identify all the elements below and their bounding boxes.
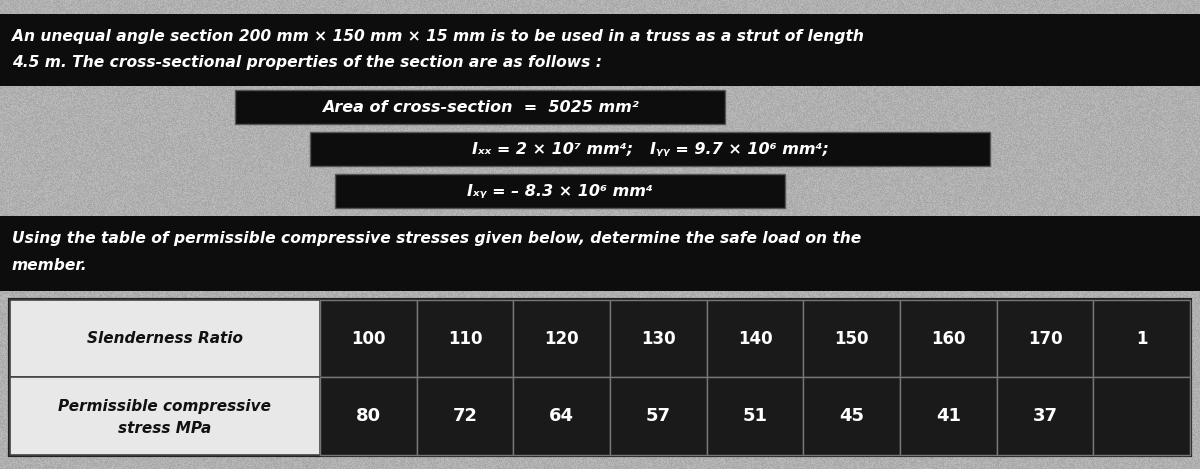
Text: 130: 130 <box>641 330 676 348</box>
Text: 64: 64 <box>550 407 574 425</box>
Text: 120: 120 <box>545 330 578 348</box>
Bar <box>335 174 785 208</box>
Text: member.: member. <box>12 258 88 273</box>
Text: Iₓₓ = 2 × 10⁷ mm⁴;   Iᵧᵧ = 9.7 × 10⁶ mm⁴;: Iₓₓ = 2 × 10⁷ mm⁴; Iᵧᵧ = 9.7 × 10⁶ mm⁴; <box>472 142 828 157</box>
Bar <box>514 300 610 378</box>
Text: 4.5 m. The cross-sectional properties of the section are as follows :: 4.5 m. The cross-sectional properties of… <box>12 55 602 70</box>
Bar <box>997 300 1093 378</box>
Text: Iₓᵧ = – 8.3 × 10⁶ mm⁴: Iₓᵧ = – 8.3 × 10⁶ mm⁴ <box>467 183 653 198</box>
Bar <box>1093 300 1190 378</box>
Bar <box>0 216 1200 291</box>
Text: 80: 80 <box>355 407 380 425</box>
Bar <box>320 300 416 378</box>
Bar <box>10 300 1190 455</box>
Bar <box>803 300 900 378</box>
Text: 100: 100 <box>352 330 385 348</box>
Text: 51: 51 <box>743 407 768 425</box>
Text: 140: 140 <box>738 330 773 348</box>
Bar <box>1093 378 1190 455</box>
Text: 45: 45 <box>839 407 864 425</box>
Text: 57: 57 <box>646 407 671 425</box>
Bar <box>610 378 707 455</box>
Bar <box>10 300 320 378</box>
Bar <box>900 300 997 378</box>
Bar <box>320 378 416 455</box>
Text: 41: 41 <box>936 407 961 425</box>
Bar <box>514 378 610 455</box>
Text: 160: 160 <box>931 330 966 348</box>
Text: An unequal angle section 200 mm × 150 mm × 15 mm is to be used in a truss as a s: An unequal angle section 200 mm × 150 mm… <box>12 30 864 45</box>
Bar <box>310 132 990 166</box>
Bar <box>416 378 514 455</box>
Bar <box>900 378 997 455</box>
Bar <box>235 90 725 124</box>
Text: Area of cross-section  =  5025 mm²: Area of cross-section = 5025 mm² <box>322 99 638 114</box>
Text: 110: 110 <box>448 330 482 348</box>
Bar <box>803 378 900 455</box>
Text: Using the table of permissible compressive stresses given below, determine the s: Using the table of permissible compressi… <box>12 230 862 245</box>
Text: Slenderness Ratio: Slenderness Ratio <box>88 331 242 346</box>
Text: 37: 37 <box>1032 407 1057 425</box>
Bar <box>610 300 707 378</box>
Bar <box>416 300 514 378</box>
Bar <box>707 378 803 455</box>
Bar <box>997 378 1093 455</box>
Text: 170: 170 <box>1027 330 1062 348</box>
Text: 1: 1 <box>1136 330 1147 348</box>
Bar <box>0 14 1200 86</box>
Text: stress MPa: stress MPa <box>119 421 211 436</box>
Bar <box>10 378 320 455</box>
Text: 72: 72 <box>452 407 478 425</box>
Bar <box>707 300 803 378</box>
Text: Permissible compressive: Permissible compressive <box>59 399 271 414</box>
Text: 150: 150 <box>834 330 869 348</box>
